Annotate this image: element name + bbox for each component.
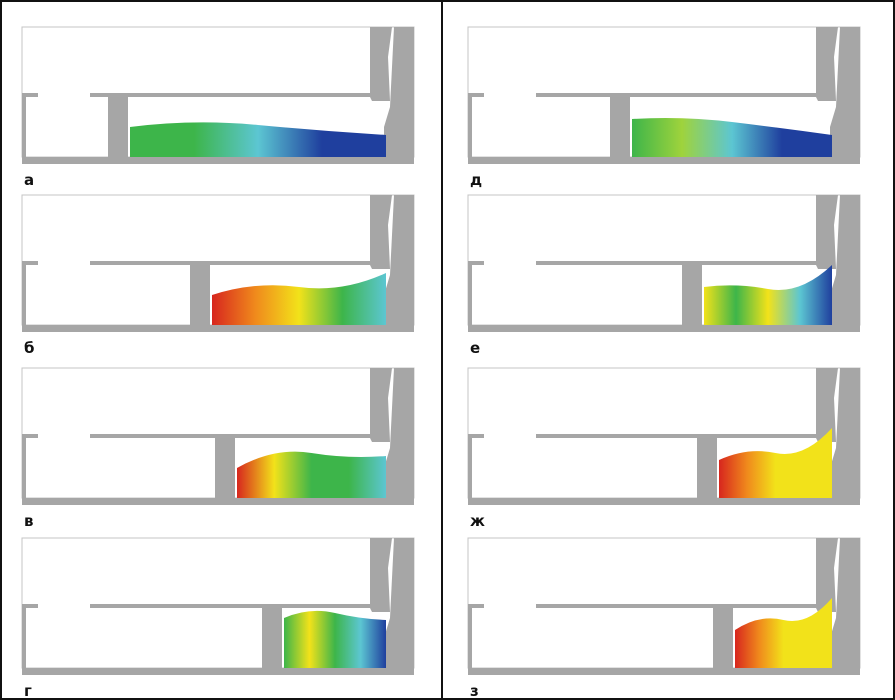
shelf [90, 261, 372, 265]
panel-label: е [470, 339, 480, 357]
divider [682, 265, 702, 332]
left-wall [468, 434, 472, 498]
panel: ж [468, 368, 860, 530]
divider [610, 97, 630, 164]
fluid [284, 611, 386, 668]
panel: б [22, 195, 414, 357]
left-wall [22, 434, 26, 498]
panel: д [468, 27, 860, 189]
shelf [536, 604, 818, 608]
divider [190, 265, 210, 332]
panel-label: г [24, 682, 32, 700]
floor [22, 325, 414, 332]
fluid [237, 452, 386, 498]
shelf [90, 434, 372, 438]
figure: а б в г д е ж з [0, 0, 895, 700]
left-wall [22, 261, 26, 325]
floor [22, 157, 414, 164]
left-wall [22, 604, 26, 668]
floor [22, 498, 414, 505]
floor [468, 668, 860, 675]
divider [262, 608, 282, 675]
panel: в [22, 368, 414, 530]
floor [22, 668, 414, 675]
left-wall [468, 261, 472, 325]
panel-label: в [24, 512, 34, 530]
divider [713, 608, 733, 675]
panel-label: з [470, 682, 479, 700]
left-wall [22, 93, 26, 157]
shelf [536, 93, 818, 97]
left-wall [468, 93, 472, 157]
shelf [536, 434, 818, 438]
divider [108, 97, 128, 164]
shelf [536, 261, 818, 265]
shelf [90, 604, 372, 608]
floor [468, 498, 860, 505]
panel-label: б [24, 339, 34, 357]
panel: е [468, 195, 860, 357]
panel: з [468, 538, 860, 700]
panel-label: ж [470, 512, 485, 530]
divider [697, 438, 717, 505]
floor [468, 157, 860, 164]
floor [468, 325, 860, 332]
panel-label: д [470, 171, 482, 189]
shelf [90, 93, 372, 97]
panel: г [22, 538, 414, 700]
left-wall [468, 604, 472, 668]
panel: а [22, 27, 414, 189]
panel-label: а [24, 171, 34, 189]
divider [215, 438, 235, 505]
